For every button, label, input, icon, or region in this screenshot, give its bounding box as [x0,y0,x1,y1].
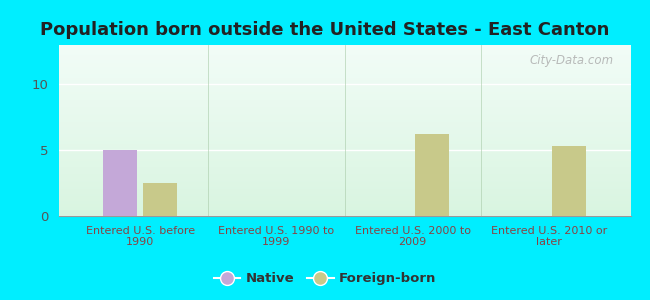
Legend: Native, Foreign-born: Native, Foreign-born [209,267,441,290]
Bar [415,134,449,216]
Bar [143,183,177,216]
Text: Population born outside the United States - East Canton: Population born outside the United State… [40,21,610,39]
Text: City-Data.com: City-Data.com [529,53,614,67]
Bar [551,146,586,216]
Bar [103,150,138,216]
